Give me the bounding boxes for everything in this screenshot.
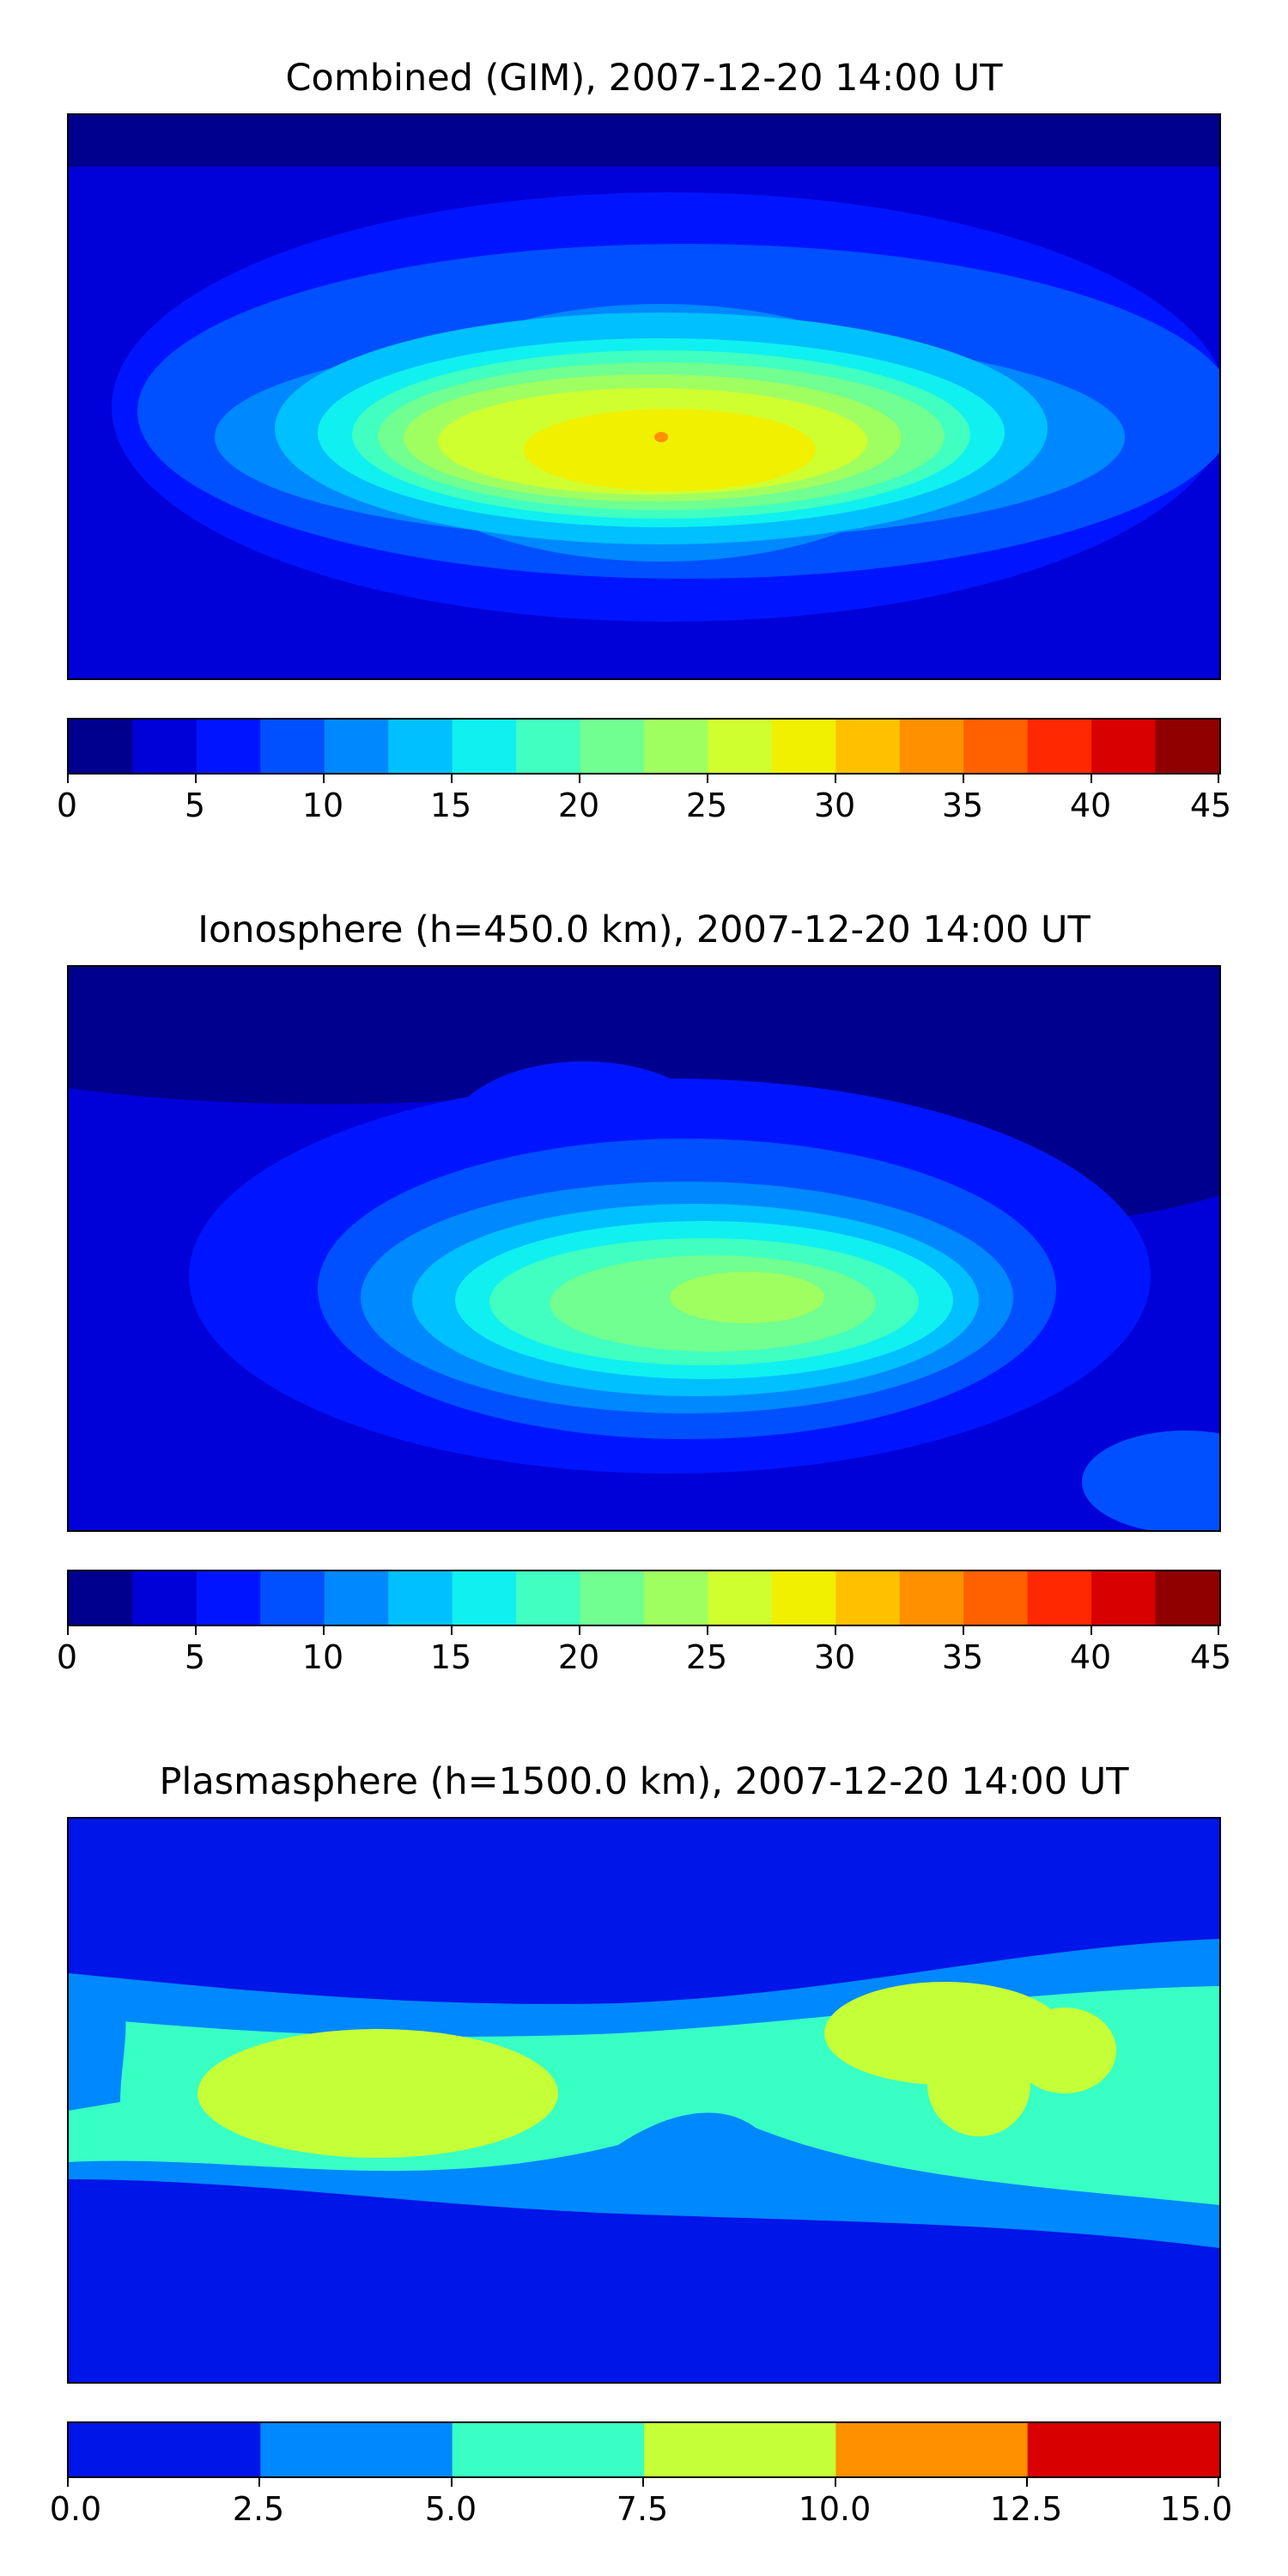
colorbar-segment <box>388 720 453 773</box>
tick-label: 45 <box>1189 787 1232 824</box>
tick-label: 30 <box>813 1638 856 1676</box>
colorbar-segment <box>771 1571 836 1625</box>
panel-title: Combined (GIM), 2007-12-20 14:00 UT <box>285 57 1003 100</box>
colorbar-segment <box>835 2423 1029 2476</box>
colorbar-segment <box>196 1571 261 1625</box>
colorbar-ticks: 0 5 10 15 20 25 30 35 40 45 <box>57 775 1231 826</box>
colorbar-combined <box>67 718 1221 775</box>
tick-label: 5.0 <box>424 2490 477 2528</box>
panel-title: Ionosphere (h=450.0 km), 2007-12-20 14:0… <box>197 908 1091 951</box>
colorbar-segment <box>1155 720 1219 773</box>
colorbar-ionosphere <box>67 1570 1221 1626</box>
tick-label: 45 <box>1189 1638 1232 1676</box>
colorbar-ticks: 0.0 2.5 5.0 7.5 10.0 12.5 15.0 <box>50 2478 1232 2530</box>
colorbar-segment <box>899 720 964 773</box>
colorbar-segment <box>708 720 773 773</box>
colorbar-segment <box>516 720 581 773</box>
colorbar-segment <box>835 720 901 773</box>
colorbar-segment <box>324 1571 389 1625</box>
tick-label: 15 <box>429 1638 472 1676</box>
colorbar-segment <box>1091 1571 1157 1625</box>
heatmap-ionosphere <box>67 965 1221 1532</box>
colorbar-segment <box>1155 1571 1219 1625</box>
tick-label: 25 <box>685 1638 728 1676</box>
tick-label: 25 <box>685 787 728 824</box>
colorbar-segment <box>835 1571 901 1625</box>
tick-label: 30 <box>813 787 856 824</box>
colorbar-segment <box>644 1571 709 1625</box>
tick-label: 10 <box>301 1638 344 1676</box>
colorbar-segment <box>452 2423 645 2476</box>
colorbar-segment <box>132 720 197 773</box>
tick-label: 10.0 <box>798 2490 872 2528</box>
tick-label: 5 <box>184 787 206 824</box>
tick-label: 20 <box>557 787 600 824</box>
heatmap-plasmasphere <box>67 1817 1221 2384</box>
colorbar-segment <box>516 1571 581 1625</box>
colorbar-segment <box>1091 720 1157 773</box>
colorbar-segment <box>771 720 836 773</box>
tick-label: 0.0 <box>49 2490 102 2528</box>
colorbar-segment <box>708 1571 773 1625</box>
colorbar-segment <box>963 720 1029 773</box>
colorbar-segment <box>260 720 325 773</box>
colorbar-segment <box>644 2423 836 2476</box>
tick-label: 15.0 <box>1159 2490 1233 2528</box>
tick-label: 35 <box>941 787 984 824</box>
colorbar-segment <box>899 1571 964 1625</box>
tick-label: 40 <box>1069 1638 1112 1676</box>
colorbar-segment <box>580 720 645 773</box>
colorbar-segment <box>388 1571 453 1625</box>
colorbar-segment <box>69 2423 261 2476</box>
panel-title: Plasmasphere (h=1500.0 km), 2007-12-20 1… <box>159 1760 1129 1803</box>
colorbar-plasmasphere <box>67 2421 1221 2478</box>
colorbar-segment <box>1027 1571 1092 1625</box>
colorbar-segment <box>69 720 134 773</box>
colorbar-segment <box>644 720 709 773</box>
colorbar-segment <box>452 1571 517 1625</box>
colorbar-segment <box>69 1571 134 1625</box>
colorbar-segment <box>1027 2423 1219 2476</box>
heatmap-combined <box>67 113 1221 680</box>
tick-label: 20 <box>557 1638 600 1676</box>
colorbar-segment <box>1027 720 1092 773</box>
colorbar-segment <box>963 1571 1029 1625</box>
tick-label: 5 <box>184 1638 206 1676</box>
tick-label: 0 <box>56 1638 78 1676</box>
tick-label: 0 <box>56 787 78 824</box>
colorbar-segment <box>196 720 261 773</box>
tick-label: 10 <box>301 787 344 824</box>
colorbar-segment <box>132 1571 197 1625</box>
colorbar-segment <box>324 720 389 773</box>
tick-label: 15 <box>429 787 472 824</box>
tick-label: 12.5 <box>989 2490 1063 2528</box>
colorbar-segment <box>580 1571 645 1625</box>
tick-label: 2.5 <box>232 2490 285 2528</box>
tick-label: 7.5 <box>616 2490 669 2528</box>
colorbar-segment <box>260 1571 325 1625</box>
colorbar-segment <box>452 720 517 773</box>
colorbar-segment <box>260 2423 453 2476</box>
colorbar-ticks: 0 5 10 15 20 25 30 35 40 45 <box>57 1626 1231 1678</box>
tick-label: 35 <box>941 1638 984 1676</box>
tick-label: 40 <box>1069 787 1112 824</box>
